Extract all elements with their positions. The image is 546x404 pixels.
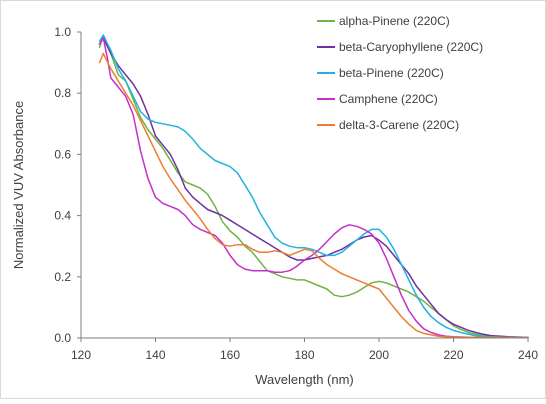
- x-tick-label: 120: [71, 348, 91, 362]
- y-tick-label: 0.4: [54, 209, 71, 223]
- legend-label-1: alpha-Pinene (220C): [339, 14, 450, 28]
- series-line-2: [98, 37, 529, 339]
- legend: alpha-Pinene (220C) beta-Caryophyllene (2…: [317, 14, 483, 132]
- legend-label-2: beta-Caryophyllene (220C): [339, 40, 483, 54]
- legend-label-4: Camphene (220C): [339, 92, 438, 106]
- x-tick-labels: 120 140 160 180 200 220 240: [71, 338, 538, 362]
- series-line-4: [98, 37, 529, 339]
- y-tick-label: 0.2: [54, 270, 71, 284]
- y-tick-labels: 0.0 0.2 0.4 0.6 0.8 1.0: [54, 25, 81, 345]
- x-tick-label: 220: [443, 348, 463, 362]
- x-tick-label: 160: [220, 348, 240, 362]
- y-tick-label: 1.0: [54, 25, 71, 39]
- x-tick-label: 200: [369, 348, 389, 362]
- x-axis-title: Wavelength (nm): [255, 372, 354, 387]
- x-tick-label: 240: [518, 348, 538, 362]
- series-layer: [98, 34, 529, 339]
- x-tick-label: 180: [294, 348, 314, 362]
- y-tick-label: 0.8: [54, 86, 71, 100]
- legend-label-3: beta-Pinene (220C): [339, 66, 444, 80]
- legend-label-5: delta-3-Carene (220C): [339, 118, 459, 132]
- series-line-3: [98, 34, 529, 339]
- y-tick-label: 0.0: [54, 331, 71, 345]
- y-tick-label: 0.6: [54, 147, 71, 161]
- x-tick-label: 140: [145, 348, 165, 362]
- series-line-5: [98, 52, 529, 339]
- y-axis-title: Normalized VUV Absorbance: [11, 101, 26, 269]
